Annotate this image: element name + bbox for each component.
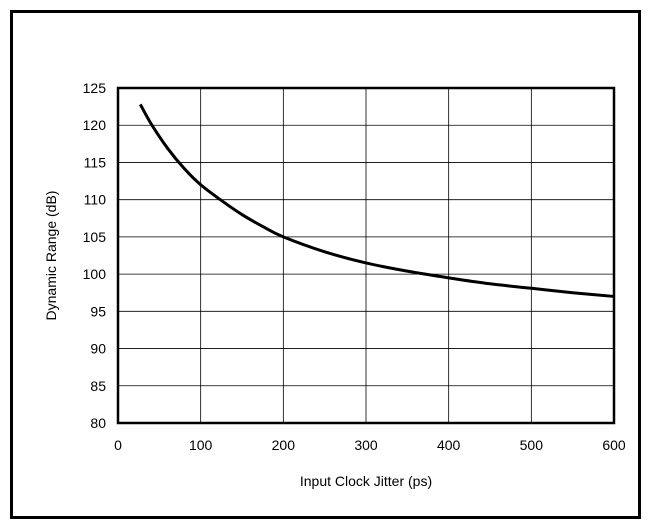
series-line [139,103,615,298]
grid [118,88,614,423]
y-tick-label: 85 [90,378,106,394]
x-tick-label: 0 [114,437,122,453]
chart-frame [10,10,641,519]
y-tick-label: 115 [84,154,107,170]
x-tick-label: 200 [272,437,296,453]
x-tick-label: 400 [437,437,461,453]
y-tick-label: 125 [83,80,107,96]
y-tick-label: 95 [90,303,106,319]
x-tick-label: 300 [354,437,378,453]
y-tick-label: 105 [83,229,107,245]
y-tick-label: 90 [90,341,106,357]
y-axis-label: Dynamic Range (dB) [43,191,59,321]
y-tick-label: 110 [84,192,107,208]
plot-border [116,86,616,425]
x-tick-label: 500 [520,437,544,453]
x-tick-label: 100 [189,437,213,453]
x-tick-label: 600 [602,437,626,453]
y-tick-label: 100 [83,266,107,282]
y-tick-label: 120 [83,117,107,133]
y-tick-label: 80 [90,415,106,431]
x-axis-label: Input Clock Jitter (ps) [300,473,432,489]
x-tick-labels: 0 100 200 300 400 500 600 [114,437,626,453]
y-tick-labels: 80 85 90 95 100 105 110 115 120 125 [83,80,107,431]
